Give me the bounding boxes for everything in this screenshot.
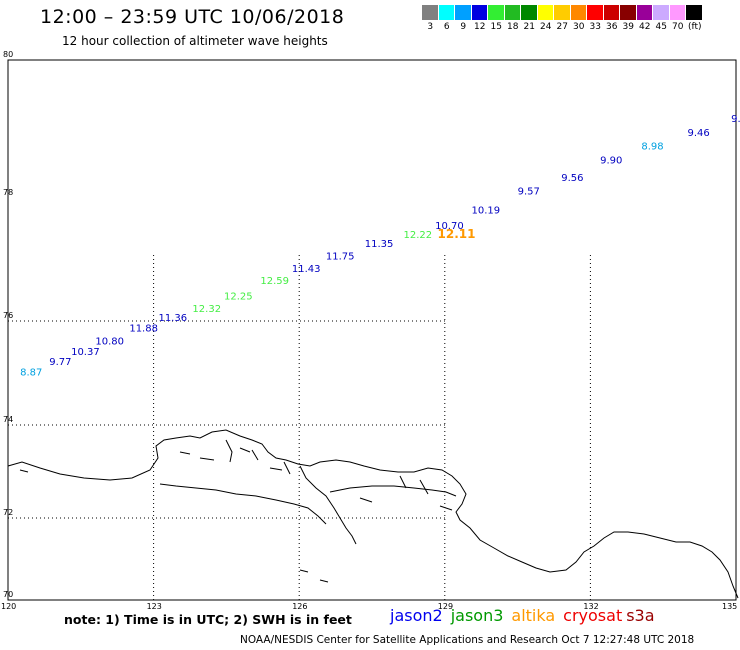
wave-height-label: 10.37 bbox=[71, 347, 100, 358]
latitude-label: 78 bbox=[3, 188, 13, 197]
color-scale-label: 9 bbox=[460, 22, 467, 32]
longitude-label: 132 bbox=[583, 602, 598, 611]
color-swatch bbox=[471, 5, 488, 20]
color-swatch bbox=[653, 5, 670, 20]
axis-labels: 70 72 74 76 78 80 120 123 126 129 132 135 bbox=[1, 50, 737, 611]
wave-height-label: 11.88 bbox=[129, 323, 158, 334]
wave-height-label: 9.77 bbox=[49, 357, 71, 368]
chart-title: 12:00 – 23:59 UTC 10/06/2018 bbox=[40, 6, 345, 28]
color-scale-label: 42 bbox=[639, 22, 651, 32]
satellite-legend-item: jason2 bbox=[390, 606, 443, 625]
longitude-label: 129 bbox=[438, 602, 453, 611]
color-scale-label: 24 bbox=[540, 22, 552, 32]
wave-height-label: 11.35 bbox=[365, 239, 394, 250]
satellite-legend-item: s3a bbox=[626, 606, 655, 625]
wave-height-label: 12.22 bbox=[404, 230, 433, 241]
wave-height-label: 9.46 bbox=[687, 128, 709, 139]
latitude-label: 70 bbox=[3, 590, 13, 599]
wave-height-label: 10.19 bbox=[471, 205, 500, 216]
color-scale-label: 36 bbox=[606, 22, 618, 32]
color-scale-label: 15 bbox=[490, 22, 502, 32]
color-swatch bbox=[620, 5, 637, 20]
wave-height-label: 12.25 bbox=[224, 291, 253, 302]
wave-height-label: 11.36 bbox=[158, 313, 187, 324]
color-swatch bbox=[521, 5, 538, 20]
color-swatch bbox=[686, 5, 703, 20]
color-scale-label: 33 bbox=[589, 22, 601, 32]
satellite-legend-item: jason3 bbox=[450, 606, 504, 625]
color-swatch bbox=[455, 5, 472, 20]
wave-height-label: 9.56 bbox=[561, 173, 583, 184]
longitude-label: 123 bbox=[147, 602, 162, 611]
wave-height-label: 10.70 bbox=[435, 221, 464, 232]
color-swatch bbox=[504, 5, 521, 20]
coastline bbox=[7, 429, 739, 599]
bay-coast bbox=[329, 485, 457, 497]
lena-delta-coast bbox=[299, 465, 357, 545]
taymyr-coast bbox=[7, 429, 739, 599]
color-scale-label: 21 bbox=[523, 22, 535, 32]
wave-height-label: 12.32 bbox=[192, 304, 221, 315]
satellite-legend-item: altika bbox=[511, 606, 556, 625]
color-swatch bbox=[669, 5, 686, 20]
satellite-legend: jason2 jason3 altika cryosat s3a bbox=[390, 606, 663, 625]
wave-height-label: 12.11 bbox=[438, 227, 476, 241]
khatanga-gulf-coast bbox=[159, 483, 327, 525]
color-scale-label: 45 bbox=[655, 22, 667, 32]
footnote: note: 1) Time is in UTC; 2) SWH is in fe… bbox=[64, 612, 352, 627]
latitude-label: 76 bbox=[3, 311, 13, 320]
credit-line: NOAA/NESDIS Center for Satellite Applica… bbox=[240, 634, 695, 646]
color-scale-label: 18 bbox=[507, 22, 519, 32]
color-scale-label: 70 bbox=[672, 22, 684, 32]
color-swatch bbox=[587, 5, 604, 20]
color-scale-label: 39 bbox=[622, 22, 634, 32]
latitude-label: 72 bbox=[3, 508, 13, 517]
color-swatch bbox=[554, 5, 571, 20]
color-swatch bbox=[603, 5, 620, 20]
color-swatch bbox=[570, 5, 587, 20]
longitude-label: 135 bbox=[722, 602, 737, 611]
color-scale-bar bbox=[422, 5, 703, 20]
color-scale-label: 12 bbox=[474, 22, 486, 32]
wave-height-label: 11.75 bbox=[326, 252, 355, 263]
wave-height-label: 9.90 bbox=[600, 156, 622, 167]
longitude-label: 126 bbox=[292, 602, 307, 611]
inlets bbox=[225, 439, 429, 495]
latitude-label: 74 bbox=[3, 415, 13, 424]
color-swatch bbox=[422, 5, 439, 20]
wave-height-label: 8.87 bbox=[20, 368, 42, 379]
color-swatch bbox=[636, 5, 653, 20]
color-swatch bbox=[438, 5, 455, 20]
wave-height-label: 10.80 bbox=[95, 336, 124, 347]
color-scale-labels: 3 6 9 12 15 18 21 24 27 30 33 36 39 42 45 70 (ft) bbox=[422, 22, 702, 32]
color-swatch bbox=[537, 5, 554, 20]
satellite-legend-item: cryosat bbox=[563, 606, 623, 625]
wave-height-label: 9. bbox=[731, 114, 740, 125]
chart-subtitle: 12 hour collection of altimeter wave hei… bbox=[62, 34, 328, 48]
map-border bbox=[7, 59, 737, 601]
color-scale-label: 30 bbox=[573, 22, 585, 32]
wave-height-label: 9.57 bbox=[518, 187, 540, 198]
color-swatch bbox=[488, 5, 505, 20]
longitude-label: 120 bbox=[1, 602, 16, 611]
wave-height-label: 12.59 bbox=[260, 276, 289, 287]
graticule-grid bbox=[8, 255, 591, 600]
wave-height-label: 8.98 bbox=[641, 142, 663, 153]
latitude-label: 80 bbox=[3, 50, 13, 59]
color-scale-label: 27 bbox=[556, 22, 568, 32]
wave-height-label: 11.43 bbox=[292, 264, 321, 275]
islands bbox=[19, 447, 453, 583]
color-scale-unit: (ft) bbox=[688, 22, 702, 32]
color-scale-label: 6 bbox=[443, 22, 450, 32]
color-scale-label: 3 bbox=[427, 22, 434, 32]
